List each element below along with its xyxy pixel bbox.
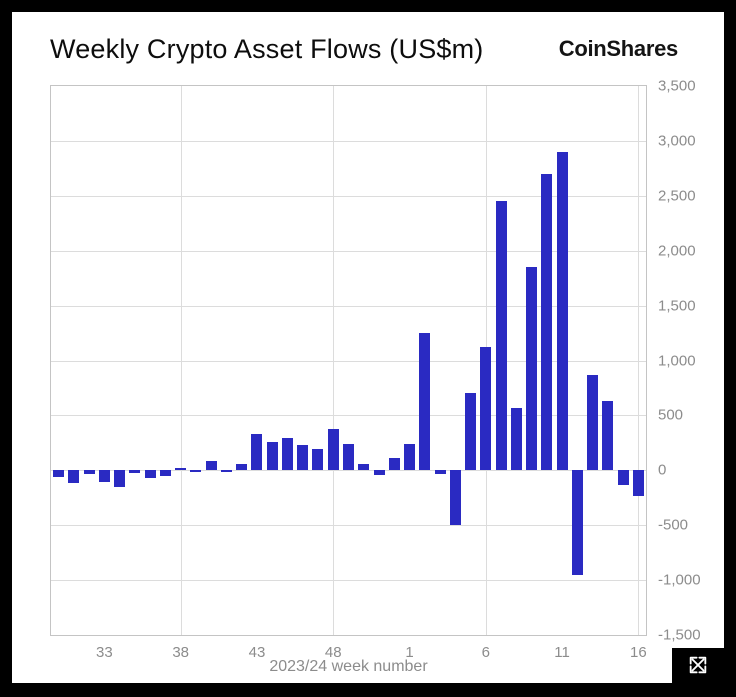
bar-week-47 bbox=[312, 448, 324, 471]
h-gridline bbox=[51, 360, 646, 362]
bar-week-33 bbox=[98, 470, 110, 483]
plot-area bbox=[50, 85, 647, 636]
bar-week-41 bbox=[220, 470, 232, 473]
y-tick-label: 2,000 bbox=[658, 242, 696, 260]
bar-week-36 bbox=[144, 470, 156, 478]
y-tick-label: -1,000 bbox=[658, 571, 701, 589]
bar-week-8 bbox=[510, 407, 522, 471]
bar-week-40 bbox=[205, 460, 217, 471]
page-title: Weekly Crypto Asset Flows (US$m) bbox=[50, 34, 484, 64]
bar-week-9 bbox=[526, 267, 538, 471]
bar-week-51 bbox=[373, 470, 385, 475]
y-tick-label: -500 bbox=[658, 516, 689, 534]
bar-week-7 bbox=[495, 201, 507, 471]
y-tick-label: -1,500 bbox=[658, 626, 701, 644]
bar-week-38 bbox=[175, 467, 187, 471]
h-gridline bbox=[51, 580, 646, 582]
x-tick-label: 11 bbox=[554, 644, 570, 661]
x-tick-label: 38 bbox=[172, 644, 190, 661]
zero-gridline bbox=[51, 470, 646, 472]
bar-week-46 bbox=[297, 445, 309, 471]
y-tick-label: 3,000 bbox=[658, 132, 696, 150]
x-axis-title: 2023/24 week number bbox=[269, 658, 428, 675]
y-tick-label: 1,000 bbox=[658, 352, 696, 369]
bar-week-12 bbox=[571, 470, 583, 575]
expand-icon[interactable] bbox=[687, 654, 709, 676]
bar-week-16 bbox=[632, 470, 644, 496]
coinshares-logo: CoinShares bbox=[558, 36, 679, 61]
bar-week-30 bbox=[53, 470, 65, 477]
bar-week-4 bbox=[449, 470, 461, 526]
bar-week-6 bbox=[480, 347, 492, 471]
x-tick-label: 6 bbox=[481, 644, 490, 661]
bar-week-42 bbox=[236, 464, 248, 471]
v-gridline bbox=[638, 86, 640, 635]
y-tick-label: 3,500 bbox=[658, 77, 696, 95]
bar-week-45 bbox=[281, 438, 293, 471]
bar-week-11 bbox=[556, 151, 568, 471]
bar-week-3 bbox=[434, 470, 446, 474]
h-gridline bbox=[51, 415, 646, 417]
h-gridline bbox=[51, 250, 646, 252]
bar-week-48 bbox=[327, 428, 339, 471]
x-tick-label: 16 bbox=[630, 644, 647, 661]
bar-week-15 bbox=[617, 470, 629, 485]
bar-week-43 bbox=[251, 434, 263, 471]
h-gridline bbox=[51, 525, 646, 527]
bar-week-44 bbox=[266, 442, 278, 471]
bar-week-50 bbox=[358, 463, 370, 471]
h-gridline bbox=[51, 140, 646, 142]
h-gridline bbox=[51, 195, 646, 197]
bar-week-32 bbox=[83, 470, 95, 474]
bar-week-5 bbox=[465, 393, 477, 471]
x-tick-label: 1 bbox=[405, 644, 414, 661]
y-tick-label: 1,500 bbox=[658, 297, 696, 315]
bar-week-31 bbox=[68, 470, 80, 484]
bar-week-37 bbox=[159, 470, 171, 477]
y-tick-label: 500 bbox=[658, 406, 684, 424]
bar-week-1 bbox=[404, 443, 416, 471]
h-gridline bbox=[51, 305, 646, 307]
bar-week-34 bbox=[114, 470, 126, 487]
y-tick-label: 2,500 bbox=[658, 187, 696, 205]
x-tick-label: 43 bbox=[248, 644, 266, 661]
bar-week-49 bbox=[343, 444, 354, 471]
bar-week-35 bbox=[129, 470, 141, 474]
bar-week-52 bbox=[388, 458, 400, 471]
bar-week-2 bbox=[419, 333, 431, 471]
bar-week-10 bbox=[541, 173, 553, 471]
bar-week-14 bbox=[602, 401, 614, 471]
v-gridline bbox=[333, 86, 335, 635]
bar-week-39 bbox=[190, 470, 202, 473]
v-gridline bbox=[180, 86, 182, 635]
x-tick-label: 48 bbox=[324, 644, 342, 661]
bar-week-13 bbox=[587, 374, 599, 471]
y-tick-label: 0 bbox=[658, 461, 667, 479]
x-tick-label: 33 bbox=[96, 644, 113, 661]
expand-icon-backdrop bbox=[672, 648, 724, 683]
chart-card: Weekly Crypto Asset Flows (US$m) CoinSha… bbox=[12, 12, 724, 683]
